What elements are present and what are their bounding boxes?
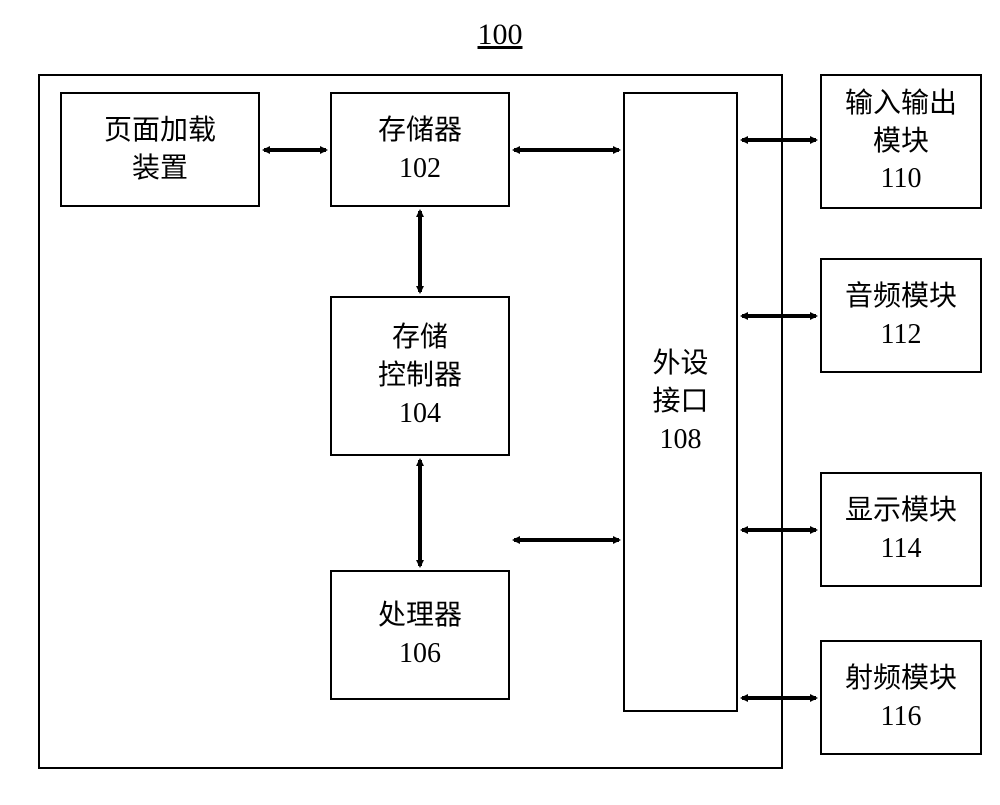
edges-layer [0,0,1000,805]
diagram-canvas: 100 页面加载 装置 存储器 102 存储 控制器 104 处理器 106 外… [0,0,1000,805]
